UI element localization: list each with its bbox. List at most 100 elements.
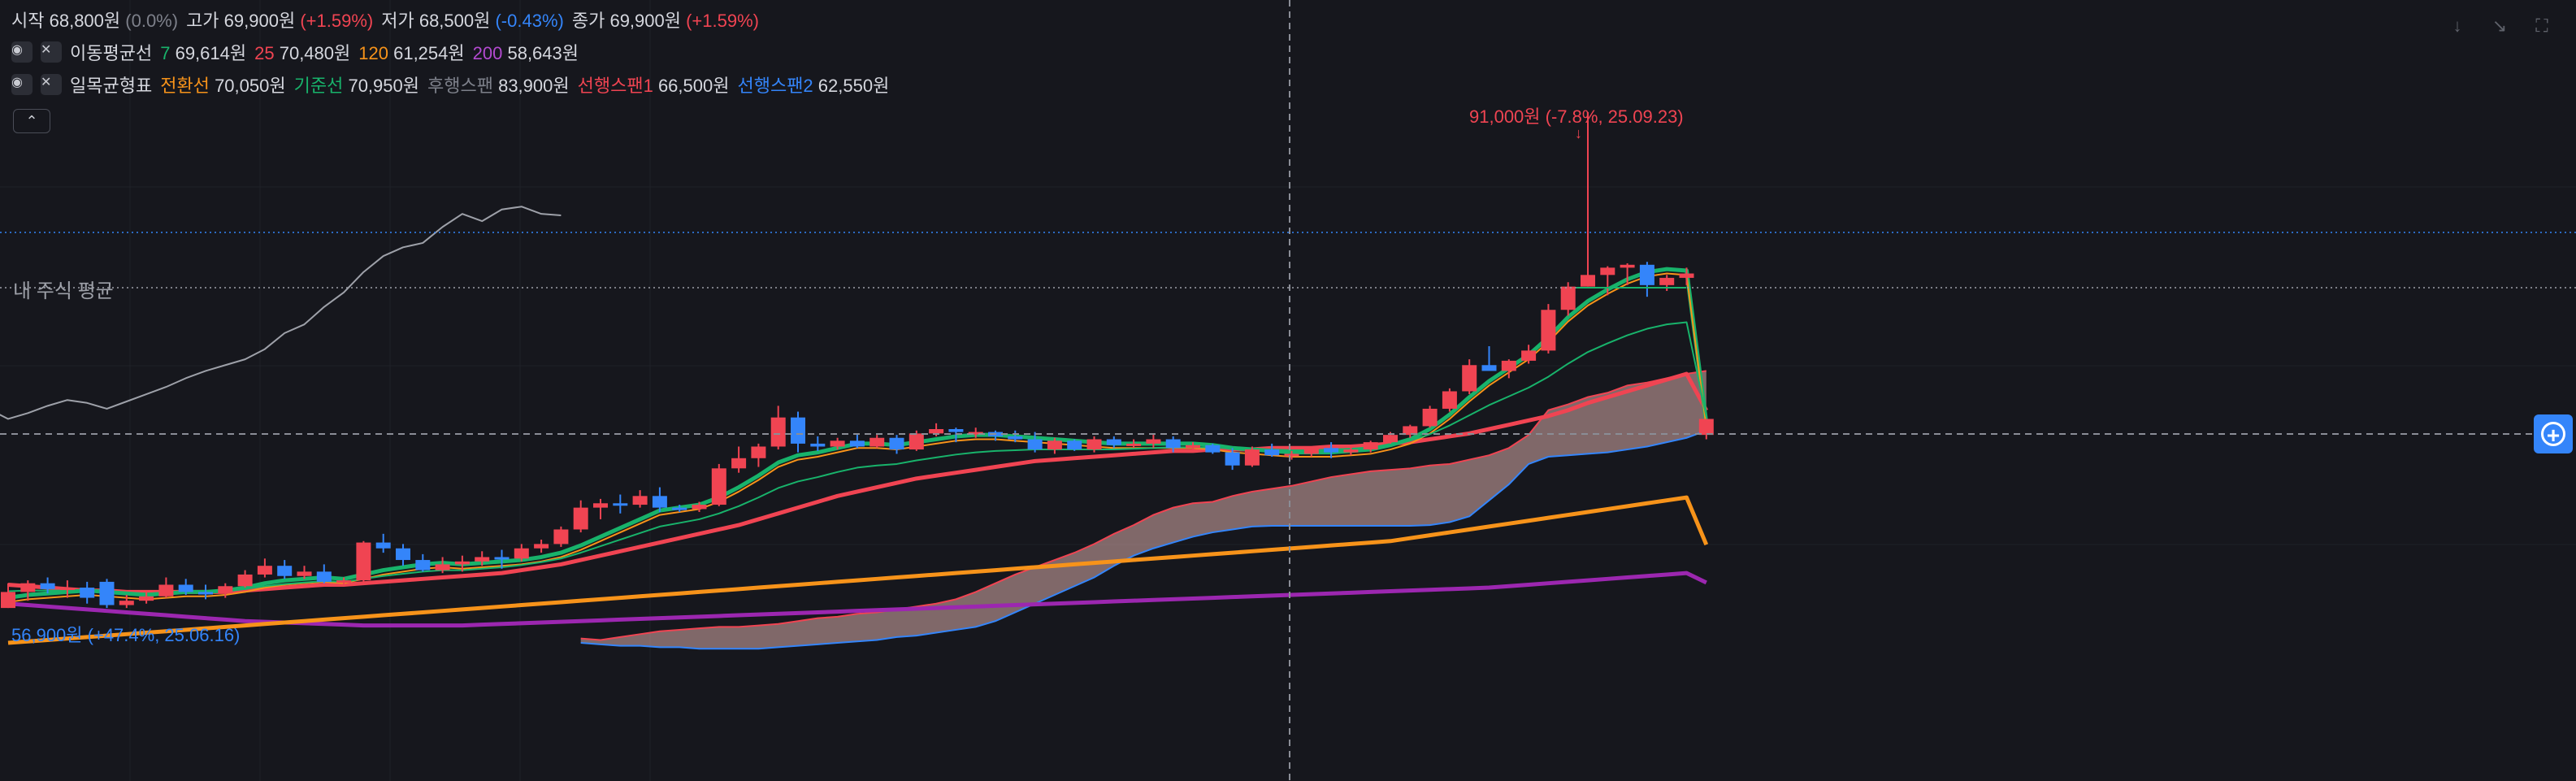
candle-body xyxy=(711,468,726,505)
collapse-legend-button[interactable]: ⌃ xyxy=(13,109,50,133)
high-change: (+1.59%) xyxy=(300,11,374,31)
candle-body xyxy=(316,571,332,582)
lead-span-1-line xyxy=(580,370,1706,641)
chevron-up-icon: ⌃ xyxy=(25,112,38,129)
lead2-label: 선행스팬2 xyxy=(737,76,813,96)
close-label: 종가 xyxy=(571,11,605,31)
candle-body xyxy=(968,432,983,435)
candle-body xyxy=(356,542,371,581)
candle-body xyxy=(99,581,115,605)
high-arrow-icon: ↓ xyxy=(1575,125,1582,141)
candle-body xyxy=(1126,443,1142,446)
candle-body xyxy=(1086,439,1102,450)
candle-body xyxy=(672,507,687,510)
candle-body xyxy=(791,417,805,444)
lead1-value: 66,500원 xyxy=(657,76,730,96)
compress-icon[interactable]: ↘ xyxy=(2491,15,2508,36)
candle-body xyxy=(1442,391,1457,409)
open-value: 68,800원 xyxy=(49,11,121,31)
candle-body xyxy=(158,584,174,597)
candle-body xyxy=(435,564,450,571)
ma25-line xyxy=(7,371,1709,594)
candle-body xyxy=(1343,449,1359,453)
candle-body xyxy=(810,443,826,447)
ohlc-legend: 시작 68,800원 (0.0%) 고가 69,900원 (+1.59%) 저가… xyxy=(11,6,759,33)
add-circle-button[interactable]: + xyxy=(2534,414,2573,453)
low-value: 68,500원 xyxy=(418,11,491,31)
candle-body xyxy=(1047,440,1062,450)
lagging-span-line xyxy=(0,206,562,420)
candle-body xyxy=(1146,439,1161,444)
arrow-down-icon[interactable]: ↓ xyxy=(2452,15,2462,36)
candle-body xyxy=(237,574,253,587)
base-value: 70,950원 xyxy=(348,76,419,96)
candle-body xyxy=(870,437,885,447)
low-change: (-0.43%) xyxy=(495,11,564,31)
candle-body xyxy=(257,566,272,575)
candle-body xyxy=(494,557,510,560)
conversion-label: 전환선 xyxy=(160,76,210,96)
high-value: 69,900원 xyxy=(223,11,296,31)
candle-body xyxy=(80,588,95,598)
candle-body xyxy=(297,571,312,576)
eye-off-icon[interactable]: ◉ xyxy=(11,74,33,95)
lead2-value: 62,550원 xyxy=(817,76,890,96)
candle-body xyxy=(1600,267,1615,276)
candle-body xyxy=(1284,453,1299,457)
candle-body xyxy=(534,544,549,549)
my-average-label: 내 주식 평균 xyxy=(13,280,114,302)
ma-label: 이동평균선 xyxy=(70,43,153,63)
candle-body xyxy=(1008,436,1023,440)
candle-body xyxy=(1165,439,1181,449)
candle-body xyxy=(40,583,55,589)
candle-body xyxy=(553,529,569,545)
ma120-period: 120 xyxy=(358,43,388,63)
close-icon[interactable]: ✕ xyxy=(41,41,62,63)
base-label: 기준선 xyxy=(293,76,344,96)
candle-body xyxy=(1264,449,1280,456)
eye-off-icon[interactable]: ◉ xyxy=(11,41,33,63)
candle-body xyxy=(909,433,924,450)
candle-body xyxy=(1303,448,1319,454)
candle-body xyxy=(1679,273,1694,278)
candle-body xyxy=(1422,408,1438,427)
ichimoku-cloud xyxy=(580,370,1707,650)
candle-body xyxy=(770,417,786,447)
high-label: 고가 xyxy=(186,11,219,31)
lead-span-2-line xyxy=(580,429,1707,650)
candlesticks xyxy=(1,111,1714,609)
candle-body xyxy=(1698,419,1714,436)
candle-body xyxy=(1244,449,1260,466)
lagging-label: 후행스팬 xyxy=(427,76,493,96)
close-value: 69,900원 xyxy=(609,11,681,31)
candle-body xyxy=(475,557,490,562)
candle-body xyxy=(1363,442,1378,450)
ichimoku-label: 일목균형표 xyxy=(70,76,153,96)
candle-body xyxy=(849,440,865,447)
lagging-value: 83,900원 xyxy=(498,76,570,96)
candle-body xyxy=(593,503,608,508)
moving-average-legend: ◉ ✕ 이동평균선 7 69,614원 25 70,480원 120 61,25… xyxy=(11,38,579,66)
close-icon[interactable]: ✕ xyxy=(41,74,62,95)
fullscreen-icon[interactable]: ⛶ xyxy=(2535,15,2548,36)
candle-body xyxy=(375,542,391,549)
candle-body xyxy=(573,507,588,530)
cloud-fill xyxy=(580,371,1706,649)
candle-body xyxy=(1067,440,1082,450)
low-annotation: 56,900원 (+47.4%, 25.06.16) xyxy=(11,625,241,645)
candle-body xyxy=(336,580,352,584)
ma7-value: 69,614원 xyxy=(175,43,247,63)
candle-body xyxy=(119,601,134,605)
candle-body xyxy=(1403,426,1418,436)
candle-body xyxy=(1560,286,1576,310)
candle-body xyxy=(218,586,233,594)
candle-body xyxy=(830,440,845,447)
high-annotation: 91,000원 (-7.8%, 25.09.23) xyxy=(1469,106,1684,127)
ma200-period: 200 xyxy=(472,43,503,63)
ma120-value: 61,254원 xyxy=(393,43,465,63)
candle-body xyxy=(1225,452,1240,466)
candle-body xyxy=(178,584,193,592)
